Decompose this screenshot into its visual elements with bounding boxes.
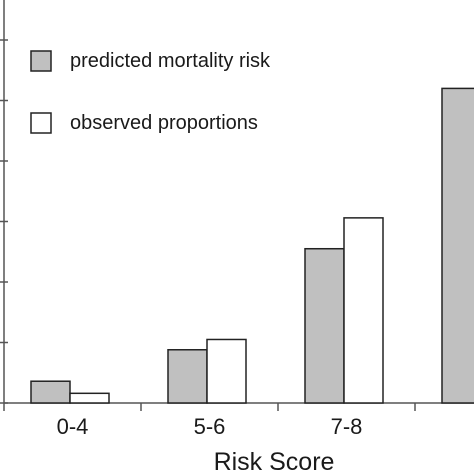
legend-swatch-observed — [30, 112, 52, 134]
bar-predicted-2 — [304, 247, 345, 404]
bar-observed-2 — [343, 217, 384, 404]
bar-predicted-1 — [167, 349, 208, 404]
x-tick-label: 0-4 — [57, 414, 89, 439]
bar-predicted-0 — [30, 380, 71, 404]
x-axis-ticks — [3, 403, 416, 411]
bar-observed-0 — [69, 392, 110, 404]
legend-label-observed: observed proportions — [70, 112, 258, 134]
x-tick-label: 7-8 — [331, 414, 363, 439]
x-tick-label: 5-6 — [194, 414, 226, 439]
bar-series — [30, 87, 474, 404]
bar-predicted-3 — [441, 87, 474, 404]
legend-swatch-predicted — [30, 50, 52, 72]
x-tick-labels: 0-45-67-89- — [57, 414, 474, 439]
bar-observed-1 — [206, 338, 247, 404]
legend-label-predicted: predicted mortality risk — [70, 50, 271, 72]
legend: predicted mortality risk observed proport… — [30, 50, 271, 134]
x-axis-title: Risk Score — [214, 448, 335, 474]
